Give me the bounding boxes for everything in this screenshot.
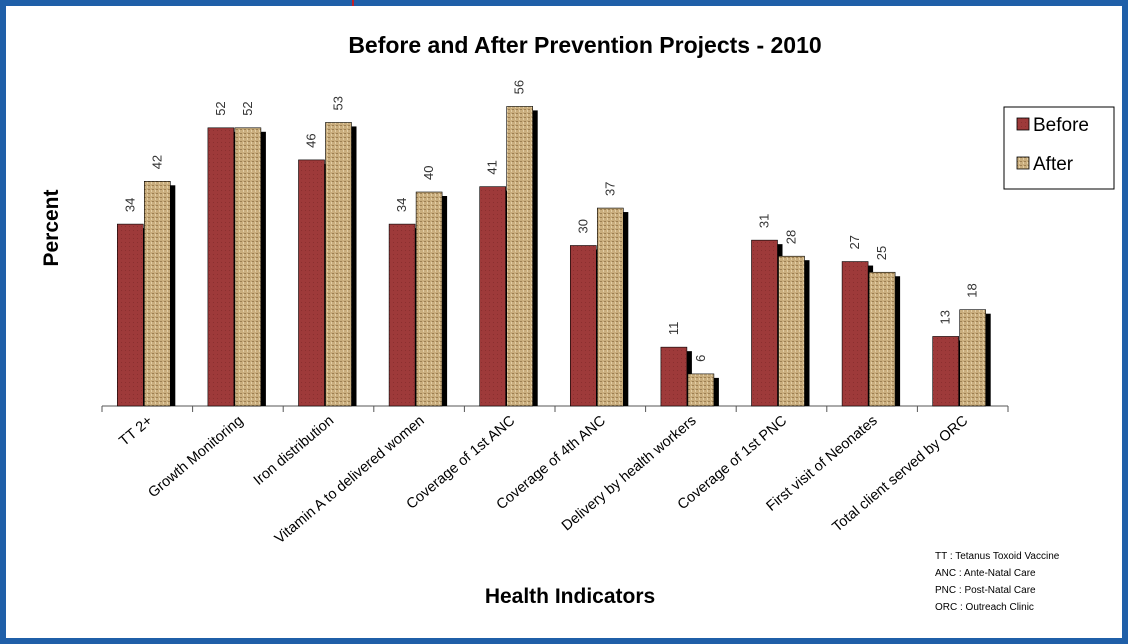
legend-label: Before	[1033, 115, 1089, 136]
bar-before	[841, 261, 869, 407]
data-label: 56	[512, 80, 527, 94]
legend-swatch	[1016, 117, 1030, 131]
x-tick-label: Vitamin A to delivered women	[272, 413, 428, 547]
data-label: 30	[575, 219, 590, 233]
data-label: 40	[421, 166, 436, 180]
bar-after	[144, 181, 171, 407]
data-label: 34	[122, 198, 137, 212]
abbreviation-notes: TT : Tetanus Toxoid Vaccine ANC : Ante-N…	[935, 548, 1059, 616]
chart-title: Before and After Prevention Projects - 2…	[348, 32, 821, 58]
legend-label: After	[1033, 154, 1074, 175]
data-label: 11	[666, 322, 681, 336]
bar-after	[234, 127, 262, 407]
bar-before	[388, 223, 416, 407]
data-label: 52	[240, 101, 255, 115]
x-tick-label: TT 2+	[116, 413, 155, 450]
bar-before	[117, 223, 144, 407]
data-label: 27	[847, 235, 862, 249]
legend-swatch	[1016, 156, 1030, 170]
data-label: 41	[485, 160, 500, 174]
data-label: 25	[874, 246, 889, 260]
bar-after	[959, 309, 987, 407]
bar-after	[778, 255, 805, 407]
bar-after	[687, 373, 715, 407]
bar-after	[325, 122, 352, 407]
data-label: 18	[965, 283, 980, 297]
bar-before	[569, 245, 597, 407]
bar-before	[298, 159, 325, 407]
bar-after	[506, 106, 534, 407]
bar-after	[868, 271, 896, 407]
bar-after	[415, 191, 443, 407]
note-orc: ORC : Outreach Clinic	[935, 602, 1034, 613]
data-label: 13	[938, 310, 953, 324]
data-label: 37	[602, 182, 617, 196]
bar-before	[932, 336, 960, 407]
bar-after	[596, 207, 624, 407]
data-label: 34	[394, 198, 409, 212]
bar-before	[751, 239, 778, 407]
bar-before	[479, 186, 507, 407]
bar-before	[660, 346, 688, 407]
x-tick-label: Iron distribution	[251, 413, 337, 489]
x-axis-label: Health Indicators	[485, 585, 655, 608]
x-tick-label: Growth Monitoring	[145, 413, 246, 501]
data-label: 28	[784, 230, 799, 244]
note-anc: ANC : Ante-Natal Care	[935, 568, 1036, 579]
data-label: 52	[213, 101, 228, 115]
data-label: 53	[331, 96, 346, 110]
top-edge-marks	[347, 0, 357, 6]
note-pnc: PNC : Post-Natal Care	[935, 585, 1036, 596]
data-label: 42	[149, 155, 164, 169]
y-axis-label: Percent	[40, 189, 63, 266]
data-label: 31	[757, 214, 772, 228]
data-label: 46	[304, 133, 319, 147]
data-label: 6	[693, 355, 708, 362]
note-tt: TT : Tetanus Toxoid Vaccine	[935, 551, 1060, 562]
bar-before	[207, 127, 235, 407]
